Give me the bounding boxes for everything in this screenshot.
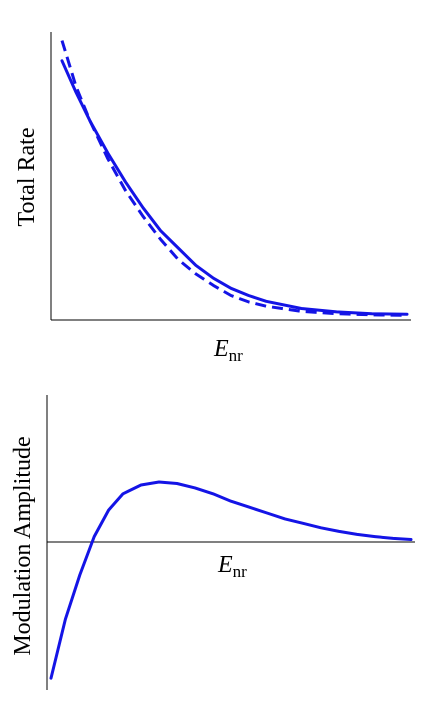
modulation-solid-curve <box>49 480 413 680</box>
total-rate-chart: Total Rate Enr <box>14 32 411 365</box>
modulation-x-label: Enr <box>217 552 247 581</box>
modulation-x-label-main: E <box>217 552 233 578</box>
total-rate-solid-curve <box>60 59 409 316</box>
modulation-y-label: Modulation Amplitude <box>10 436 36 655</box>
total-rate-x-label-sub: nr <box>229 346 244 365</box>
total-rate-x-label: Enr <box>213 336 243 365</box>
total-rate-x-label-main: E <box>213 336 229 362</box>
total-rate-y-label: Total Rate <box>14 128 40 227</box>
modulation-amplitude-chart: Modulation Amplitude Enr <box>10 395 415 690</box>
modulation-x-label-sub: nr <box>233 562 248 581</box>
total-rate-dashed-curve <box>60 40 408 317</box>
